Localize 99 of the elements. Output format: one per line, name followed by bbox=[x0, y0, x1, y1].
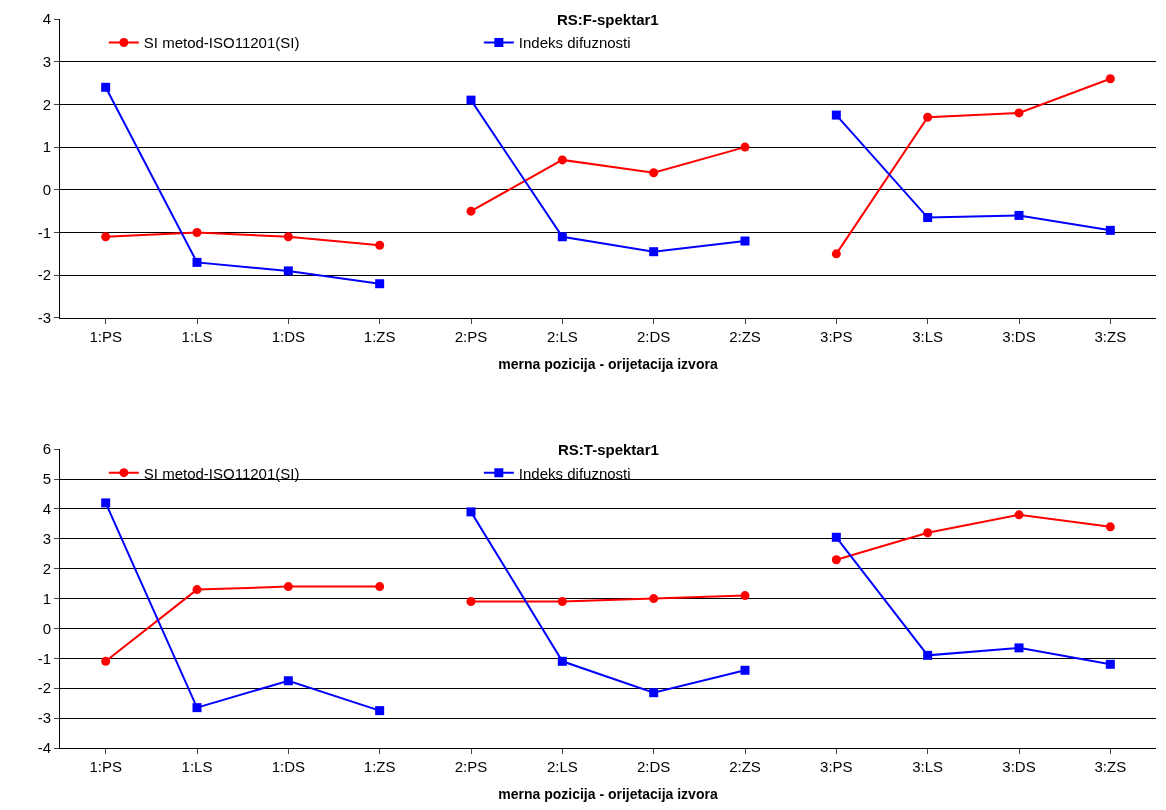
point bbox=[649, 247, 659, 257]
point bbox=[283, 266, 293, 276]
point bbox=[649, 688, 659, 698]
x-tick-label: 2:ZS bbox=[729, 758, 761, 775]
y-tick-label: 0 bbox=[42, 619, 51, 637]
x-tick-label: 3:LS bbox=[912, 758, 944, 775]
point bbox=[101, 82, 111, 92]
x-tick-label: 2:PS bbox=[454, 327, 488, 345]
y-tick-label: 0 bbox=[42, 181, 51, 199]
point bbox=[283, 676, 293, 686]
point bbox=[466, 95, 476, 105]
x-tick-label: 3:ZS bbox=[1094, 758, 1127, 775]
x-tick-label: 2:LS bbox=[546, 327, 578, 345]
point bbox=[466, 206, 476, 216]
x-tick-label: 2:DS bbox=[636, 327, 671, 345]
point bbox=[740, 591, 750, 601]
point bbox=[557, 232, 567, 242]
point bbox=[923, 528, 933, 538]
point bbox=[923, 650, 933, 660]
x-tick-label: 1:DS bbox=[271, 758, 306, 775]
y-tick-label: 1 bbox=[42, 138, 51, 156]
point bbox=[1105, 659, 1115, 669]
point bbox=[101, 232, 111, 242]
x-tick-label: 2:LS bbox=[546, 758, 578, 775]
point bbox=[740, 236, 750, 246]
point bbox=[1014, 108, 1024, 118]
x-tick-label: 1:ZS bbox=[363, 327, 396, 345]
point bbox=[831, 249, 841, 259]
x-tick-label: 3:PS bbox=[820, 758, 853, 775]
y-tick-label: 2 bbox=[42, 559, 51, 577]
y-tick-label: -1 bbox=[37, 649, 51, 667]
x-tick-label: 3:ZS bbox=[1094, 327, 1127, 345]
point bbox=[557, 656, 567, 666]
point bbox=[923, 112, 933, 122]
point bbox=[375, 706, 385, 716]
point bbox=[283, 582, 293, 592]
x-tick-label: 3:PS bbox=[820, 327, 853, 345]
point bbox=[1105, 225, 1115, 235]
y-tick-label: 2 bbox=[42, 95, 51, 113]
y-tick-label: 5 bbox=[42, 470, 51, 488]
y-tick-label: -2 bbox=[37, 266, 51, 284]
point bbox=[101, 498, 111, 508]
legend-label: Indeks difuznosti bbox=[518, 464, 631, 482]
x-tick-label: 2:ZS bbox=[729, 327, 761, 345]
point bbox=[557, 597, 567, 607]
y-tick-label: -2 bbox=[37, 679, 51, 697]
point bbox=[649, 594, 659, 604]
point bbox=[466, 597, 476, 607]
point bbox=[1105, 74, 1115, 84]
x-tick-label: 1:DS bbox=[271, 327, 306, 345]
y-tick-label: -1 bbox=[37, 223, 51, 241]
legend-label: Indeks difuznosti bbox=[518, 34, 631, 52]
point bbox=[923, 213, 933, 223]
x-tick-label: 1:LS bbox=[181, 758, 213, 775]
x-tick-label: 1:LS bbox=[181, 327, 213, 345]
y-tick-label: 4 bbox=[42, 10, 51, 28]
point bbox=[649, 168, 659, 178]
point bbox=[1014, 510, 1024, 520]
y-tick-label: -3 bbox=[37, 309, 51, 327]
x-tick-label: 3:DS bbox=[1002, 327, 1036, 345]
x-tick-label: 1:ZS bbox=[363, 758, 396, 775]
x-tick-label: 1:PS bbox=[89, 327, 122, 345]
x-tick-label: 1:PS bbox=[89, 758, 122, 775]
x-tick-label: 3:DS bbox=[1002, 758, 1036, 775]
point bbox=[375, 582, 385, 592]
y-tick-label: 3 bbox=[42, 52, 51, 70]
point bbox=[831, 110, 841, 120]
point bbox=[740, 142, 750, 152]
y-tick-label: -4 bbox=[37, 739, 51, 757]
x-axis-title: merna pozicija - orijetacija izvora bbox=[498, 356, 718, 373]
y-tick-label: 4 bbox=[42, 500, 51, 518]
point bbox=[375, 240, 385, 250]
point bbox=[740, 665, 750, 675]
point bbox=[101, 656, 111, 666]
x-axis-title: merna pozicija - orijetacija izvora bbox=[498, 786, 718, 803]
point bbox=[375, 279, 385, 289]
point bbox=[466, 507, 476, 517]
point bbox=[192, 227, 202, 237]
point bbox=[1105, 522, 1115, 532]
y-tick-label: 3 bbox=[42, 530, 51, 548]
point bbox=[283, 232, 293, 242]
point bbox=[831, 555, 841, 565]
point bbox=[557, 155, 567, 165]
chart-title: RS:F-spektar1 bbox=[557, 11, 659, 28]
y-tick-label: 1 bbox=[42, 589, 51, 607]
point bbox=[1014, 643, 1024, 653]
x-tick-label: 2:PS bbox=[454, 758, 488, 775]
legend-label: SI metod-ISO11201(SI) bbox=[143, 34, 300, 52]
point bbox=[192, 257, 202, 267]
point bbox=[831, 532, 841, 542]
point bbox=[192, 703, 202, 713]
y-tick-label: 6 bbox=[42, 440, 51, 458]
y-tick-label: -3 bbox=[37, 709, 51, 727]
x-tick-label: 2:DS bbox=[636, 758, 671, 775]
point bbox=[192, 585, 202, 595]
chart-title: RS:T-spektar1 bbox=[558, 441, 659, 458]
legend-label: SI metod-ISO11201(SI) bbox=[143, 464, 300, 482]
x-tick-label: 3:LS bbox=[912, 327, 944, 345]
point bbox=[1014, 210, 1024, 220]
